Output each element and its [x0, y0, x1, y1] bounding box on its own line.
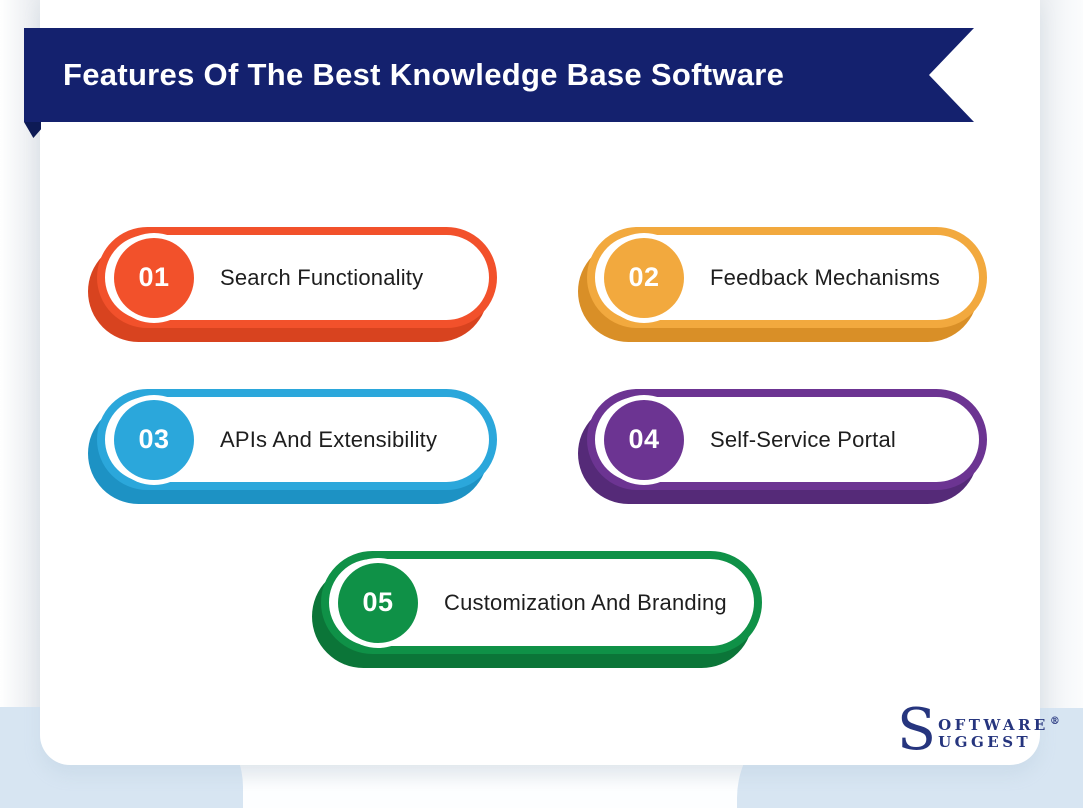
- pill-body: 05 Customization And Branding: [321, 551, 762, 654]
- feature-label: Feedback Mechanisms: [710, 264, 941, 290]
- background-right-margin: [1040, 0, 1083, 808]
- logo-wordmark: OFTWARE® UGGEST: [938, 713, 1060, 751]
- feature-pill-3: 03 APIs And Extensibility: [88, 389, 497, 504]
- pill-body: 04 Self-Service Portal: [587, 389, 987, 490]
- feature-label: Self-Service Portal: [710, 426, 896, 452]
- feature-label: Search Functionality: [220, 264, 424, 290]
- feature-pill-5: 05 Customization And Branding: [312, 551, 762, 668]
- registered-trademark-icon: ®: [1049, 716, 1060, 727]
- feature-number-badge: 04: [604, 399, 684, 480]
- logo-line1: OFTWARE®: [938, 716, 1060, 734]
- feature-number-badge: 05: [338, 562, 418, 643]
- feature-number-badge: 02: [604, 237, 684, 318]
- page-title: Features Of The Best Knowledge Base Soft…: [63, 57, 785, 92]
- feature-pill-2: 02 Feedback Mechanisms: [578, 227, 987, 342]
- feature-label: Customization And Branding: [444, 589, 727, 615]
- feature-pill-4: 04 Self-Service Portal: [578, 389, 987, 504]
- softwaresuggest-logo: S OFTWARE® UGGEST: [897, 697, 1060, 763]
- logo-line2: UGGEST: [938, 733, 1032, 751]
- feature-label: APIs And Extensibility: [220, 426, 438, 452]
- logo-initial: S: [897, 697, 937, 763]
- pill-body: 02 Feedback Mechanisms: [587, 227, 987, 328]
- title-banner: Features Of The Best Knowledge Base Soft…: [24, 28, 974, 122]
- pill-body: 01 Search Functionality: [97, 227, 497, 328]
- feature-pill-1: 01 Search Functionality: [88, 227, 497, 342]
- pill-body: 03 APIs And Extensibility: [97, 389, 497, 490]
- feature-number-badge: 03: [114, 399, 194, 480]
- feature-number-badge: 01: [114, 237, 194, 318]
